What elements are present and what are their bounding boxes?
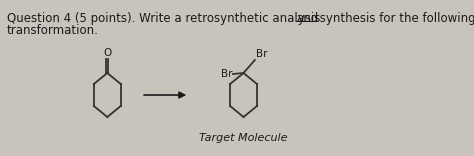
Text: Br: Br [255, 49, 267, 59]
Text: Question 4 (5 points). Write a retrosynthetic analysis: Question 4 (5 points). Write a retrosynt… [7, 12, 324, 25]
Text: transformation.: transformation. [7, 24, 99, 37]
Text: O: O [103, 48, 111, 58]
Text: and: and [296, 12, 318, 25]
Text: Br: Br [221, 69, 232, 79]
Text: synthesis for the following: synthesis for the following [316, 12, 474, 25]
Text: Target Molecule: Target Molecule [199, 133, 288, 143]
